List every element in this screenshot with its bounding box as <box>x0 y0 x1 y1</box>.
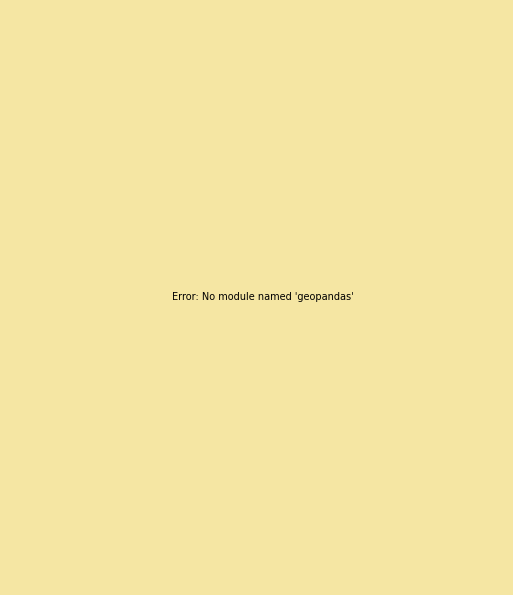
Text: Error: No module named 'geopandas': Error: No module named 'geopandas' <box>172 293 354 302</box>
